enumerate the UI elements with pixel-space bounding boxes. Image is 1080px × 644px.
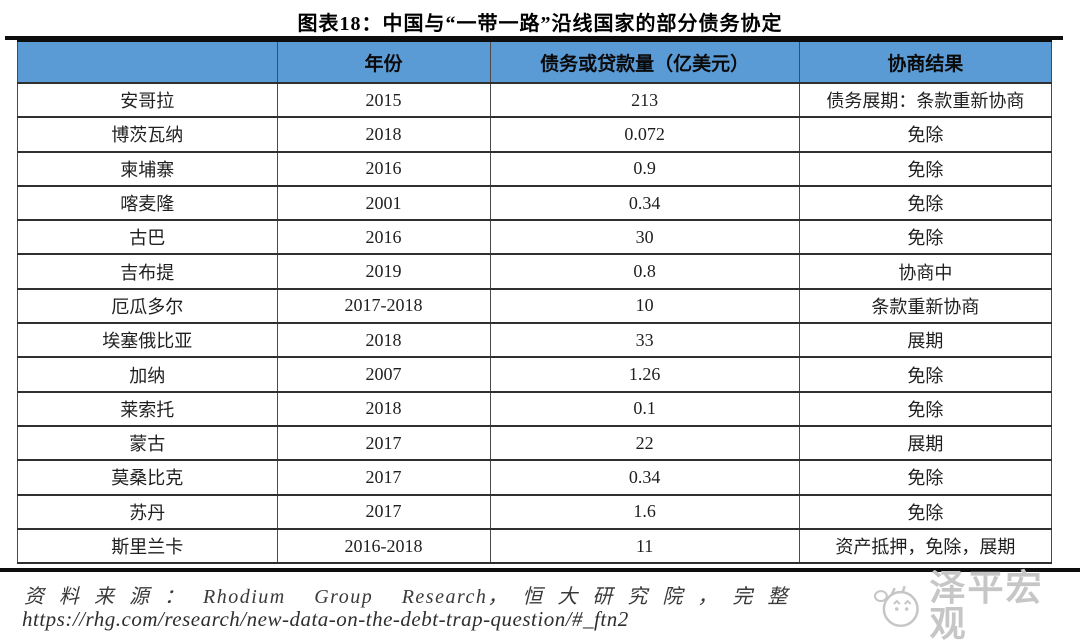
cell-year: 2015 <box>276 81 491 119</box>
table-row: 斯里兰卡 2016-2018 11 资产抵押，免除，展期 <box>17 527 1053 565</box>
table-row: 安哥拉 2015 213 债务展期：条款重新协商 <box>17 81 1053 119</box>
cell-amount: 0.072 <box>489 116 800 153</box>
cell-country: 喀麦隆 <box>17 184 278 222</box>
cell-amount: 10 <box>489 287 800 325</box>
cell-outcome: 免除 <box>798 459 1053 496</box>
cell-country: 莱索托 <box>17 390 278 427</box>
cell-year: 2018 <box>276 322 491 359</box>
cell-country: 厄瓜多尔 <box>17 287 278 325</box>
col-header-amount: 债务或贷款量（亿美元） <box>489 40 800 84</box>
cell-country: 苏丹 <box>17 493 278 530</box>
top-rule <box>5 36 1063 40</box>
table-row: 喀麦隆 2001 0.34 免除 <box>17 184 1053 222</box>
cell-outcome: 协商中 <box>798 253 1053 290</box>
cell-outcome: 免除 <box>798 493 1053 530</box>
cell-amount: 22 <box>489 424 800 462</box>
cell-country: 吉布提 <box>17 253 278 290</box>
table-row: 埃塞俄比亚 2018 33 展期 <box>17 322 1053 359</box>
header-row: 年份 债务或贷款量（亿美元） 协商结果 <box>17 40 1053 84</box>
cell-amount: 0.1 <box>489 390 800 427</box>
cell-outcome: 免除 <box>798 150 1053 187</box>
cell-amount: 0.34 <box>489 184 800 222</box>
cell-country: 斯里兰卡 <box>17 527 278 565</box>
footer-rule <box>0 568 1080 572</box>
cell-amount: 0.9 <box>489 150 800 187</box>
cell-outcome: 资产抵押，免除，展期 <box>798 527 1053 565</box>
cell-amount: 1.26 <box>489 356 800 393</box>
cell-country: 埃塞俄比亚 <box>17 322 278 359</box>
cell-year: 2016-2018 <box>276 527 491 565</box>
cell-country: 博茨瓦纳 <box>17 116 278 153</box>
cell-year: 2017 <box>276 424 491 462</box>
figure-title: 图表18：中国与“一带一路”沿线国家的部分债务协定 <box>297 13 783 35</box>
cell-year: 2017-2018 <box>276 287 491 325</box>
cell-country: 莫桑比克 <box>17 459 278 496</box>
cell-country: 加纳 <box>17 356 278 393</box>
cell-amount: 0.8 <box>489 253 800 290</box>
debt-agreements-table: 年份 债务或贷款量（亿美元） 协商结果 安哥拉 2015 213 债务展期：条款重新协… <box>17 40 1053 565</box>
cell-amount: 213 <box>489 81 800 119</box>
cell-country: 安哥拉 <box>17 81 278 119</box>
table-row: 柬埔寨 2016 0.9 免除 <box>17 150 1053 187</box>
source-prefix: 资料来源： <box>24 586 199 608</box>
cell-year: 2016 <box>276 150 491 187</box>
col-header-year: 年份 <box>276 40 491 84</box>
table-row: 厄瓜多尔 2017-2018 10 条款重新协商 <box>17 287 1053 325</box>
table-row: 莱索托 2018 0.1 免除 <box>17 390 1053 427</box>
cell-amount: 1.6 <box>489 493 800 530</box>
cell-outcome: 债务展期：条款重新协商 <box>798 81 1053 119</box>
cell-country: 古巴 <box>17 219 278 256</box>
cell-outcome: 展期 <box>798 322 1053 359</box>
source-url: https://rhg.com/research/new-data-on-the… <box>22 607 629 631</box>
col-header-outcome: 协商结果 <box>798 40 1053 84</box>
source-middle: ，恒大研究院，完整 <box>487 586 803 608</box>
cell-country: 蒙古 <box>17 424 278 462</box>
cell-country: 柬埔寨 <box>17 150 278 187</box>
table-row: 莫桑比克 2017 0.34 免除 <box>17 459 1053 496</box>
cell-year: 2018 <box>276 390 491 427</box>
source-line: 资料来源： Rhodium Group Research，恒大研究院，完整 <box>24 580 802 609</box>
table-row: 苏丹 2017 1.6 免除 <box>17 493 1053 530</box>
cell-outcome: 条款重新协商 <box>798 287 1053 325</box>
table-row: 吉布提 2019 0.8 协商中 <box>17 253 1053 290</box>
cell-year: 2016 <box>276 219 491 256</box>
table-row: 加纳 2007 1.26 免除 <box>17 356 1053 393</box>
cell-year: 2001 <box>276 184 491 222</box>
cell-outcome: 免除 <box>798 390 1053 427</box>
table-row: 蒙古 2017 22 展期 <box>17 424 1053 462</box>
cell-amount: 11 <box>489 527 800 565</box>
cell-year: 2007 <box>276 356 491 393</box>
cell-year: 2017 <box>276 459 491 496</box>
cartoon-face-logo-icon <box>873 585 919 628</box>
cell-year: 2018 <box>276 116 491 153</box>
cell-outcome: 免除 <box>798 356 1053 393</box>
cell-outcome: 免除 <box>798 219 1053 256</box>
cell-year: 2019 <box>276 253 491 290</box>
cell-outcome: 展期 <box>798 424 1053 462</box>
table-row: 博茨瓦纳 2018 0.072 免除 <box>17 116 1053 153</box>
cell-amount: 0.34 <box>489 459 800 496</box>
watermark-text: 泽平宏观 <box>929 568 1044 644</box>
cell-amount: 33 <box>489 322 800 359</box>
cell-outcome: 免除 <box>798 116 1053 153</box>
cell-outcome: 免除 <box>798 184 1053 222</box>
source-latin: Rhodium Group Research <box>203 586 488 608</box>
col-header-country <box>17 40 278 84</box>
zeping-macro-watermark: 泽平宏观 <box>872 570 1080 642</box>
cell-amount: 30 <box>489 219 800 256</box>
cell-year: 2017 <box>276 493 491 530</box>
table-row: 古巴 2016 30 免除 <box>17 219 1053 256</box>
